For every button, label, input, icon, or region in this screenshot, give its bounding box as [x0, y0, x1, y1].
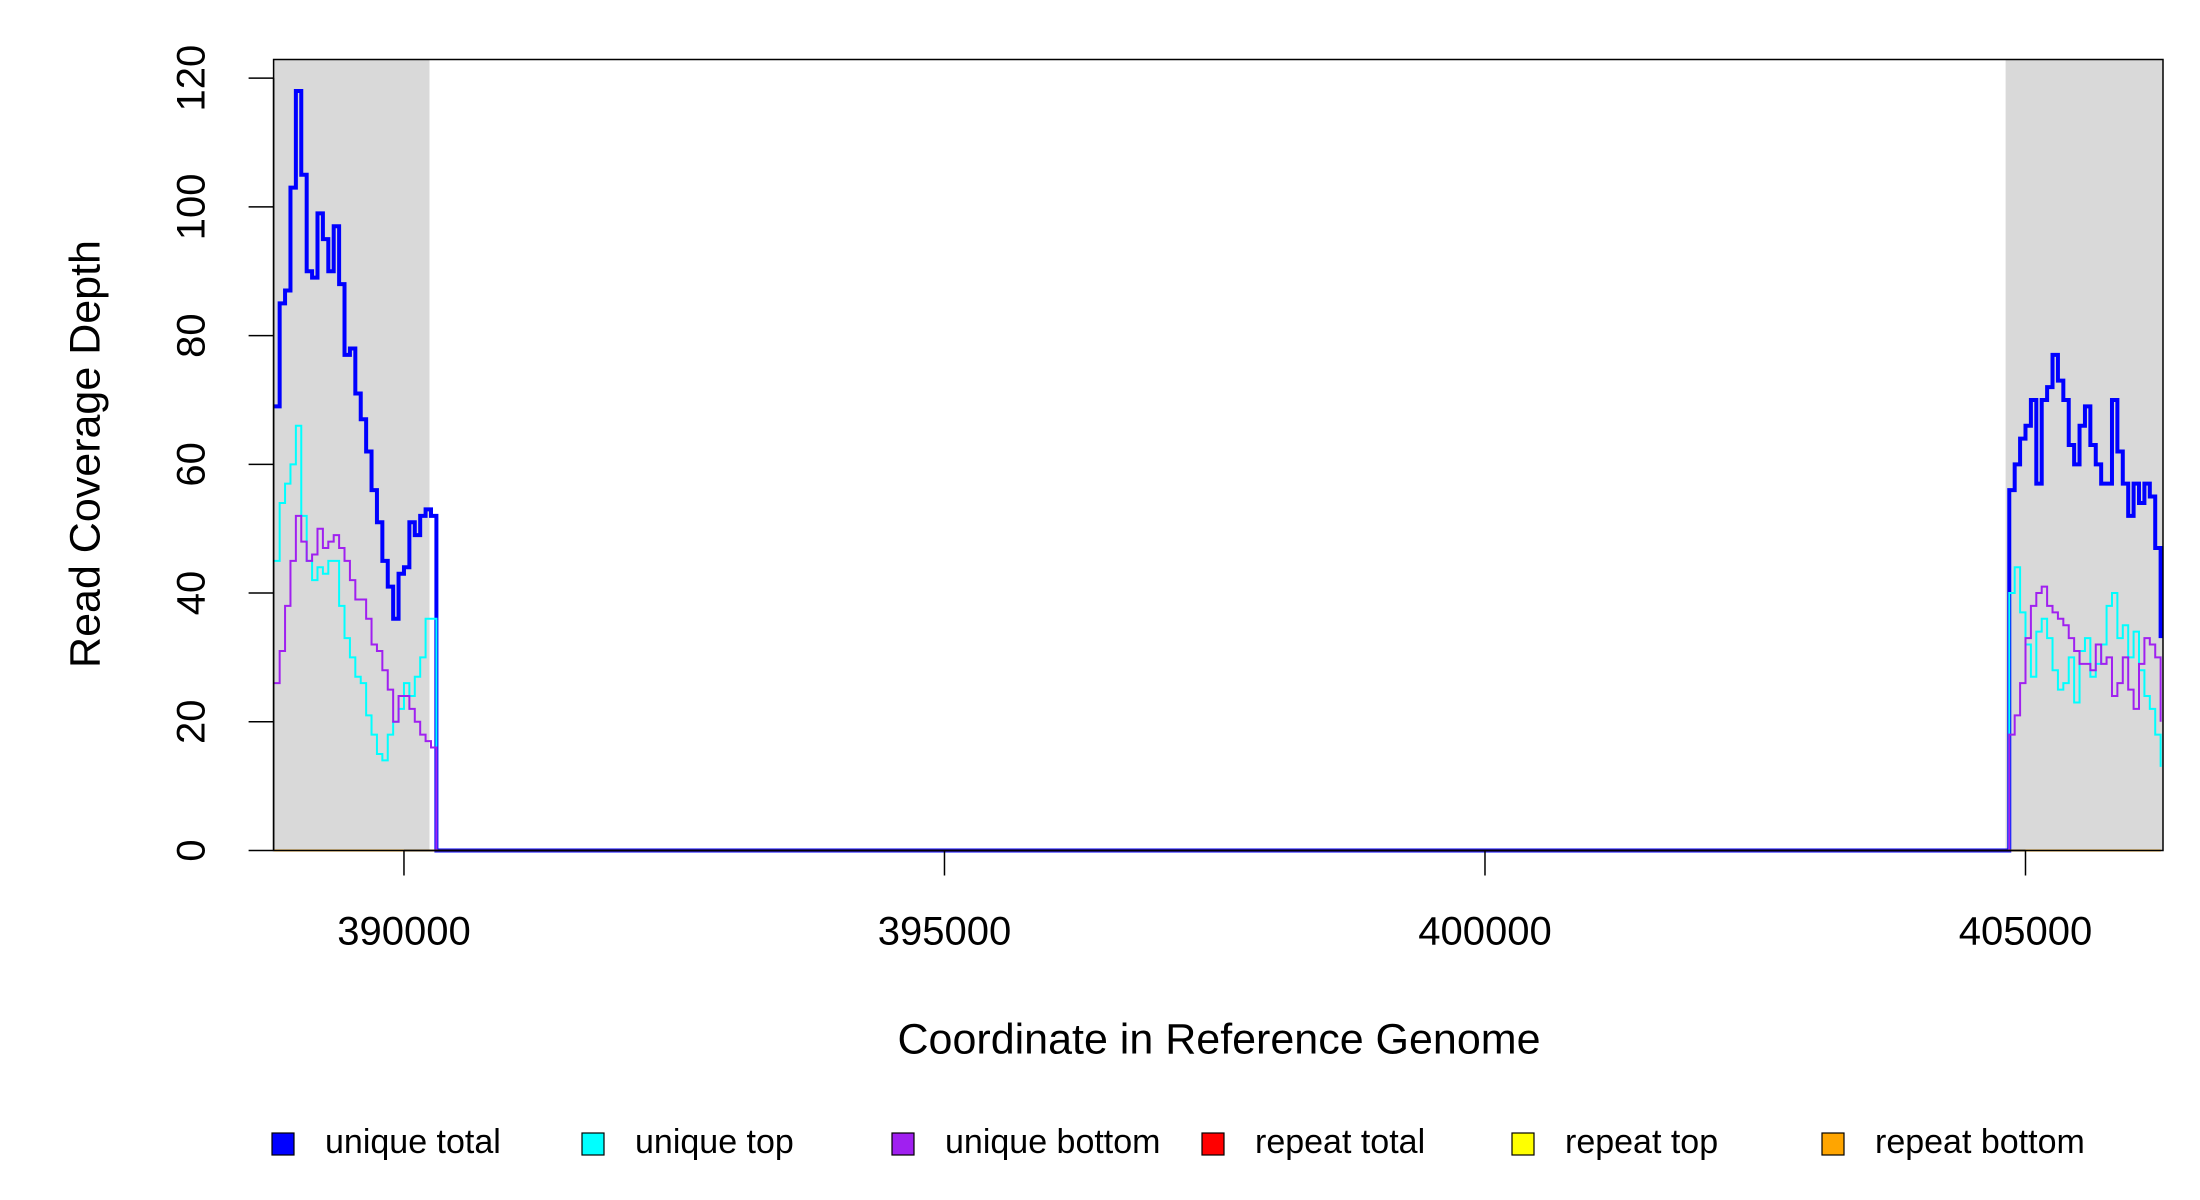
series-line	[274, 514, 2162, 852]
legend-swatch	[1201, 1132, 1225, 1156]
y-tick-label: 120	[170, 45, 214, 112]
legend-label: unique bottom	[945, 1123, 1161, 1161]
legend: unique total unique top unique bottom repea…	[271, 1123, 2085, 1161]
y-tick-label: 20	[170, 700, 214, 745]
legend-swatch	[1821, 1132, 1845, 1156]
x-tick-label: 405000	[1959, 910, 2092, 954]
legend-swatch	[1511, 1132, 1535, 1156]
legend-label: repeat total	[1255, 1123, 1425, 1161]
y-tick-label: 80	[170, 313, 214, 358]
y-axis-title: Read Coverage Depth	[61, 240, 109, 668]
y-tick-label: 60	[170, 442, 214, 487]
legend-label: repeat bottom	[1875, 1123, 2085, 1161]
line-layer	[274, 89, 2163, 853]
x-tick-label: 395000	[878, 910, 1011, 954]
shaded-region	[2005, 59, 2163, 851]
shaded-region	[273, 59, 430, 851]
legend-label: unique total	[325, 1123, 501, 1161]
y-tick-label: 0	[170, 839, 214, 861]
shaded-layer	[273, 59, 2163, 851]
axes-layer: 0 20 40 60 80 100 120 390000 395000 400000 405000	[170, 45, 2164, 954]
legend-label: repeat top	[1565, 1123, 1718, 1161]
legend-label: unique top	[635, 1123, 794, 1161]
y-tick-label: 40	[170, 571, 214, 616]
legend-swatch	[271, 1132, 295, 1156]
series-line	[274, 89, 2163, 853]
x-tick-label: 390000	[337, 910, 470, 954]
legend-swatch	[581, 1132, 605, 1156]
series-line	[274, 424, 2162, 852]
x-axis-title: Coordinate in Reference Genome	[898, 1015, 1541, 1063]
legend-swatch	[891, 1132, 915, 1156]
y-tick-label: 100	[170, 174, 214, 241]
plot-frame	[272, 58, 2164, 852]
x-tick-label: 400000	[1418, 910, 1551, 954]
